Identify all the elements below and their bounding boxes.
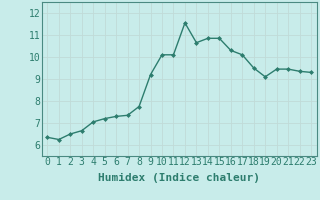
X-axis label: Humidex (Indice chaleur): Humidex (Indice chaleur): [98, 173, 260, 183]
